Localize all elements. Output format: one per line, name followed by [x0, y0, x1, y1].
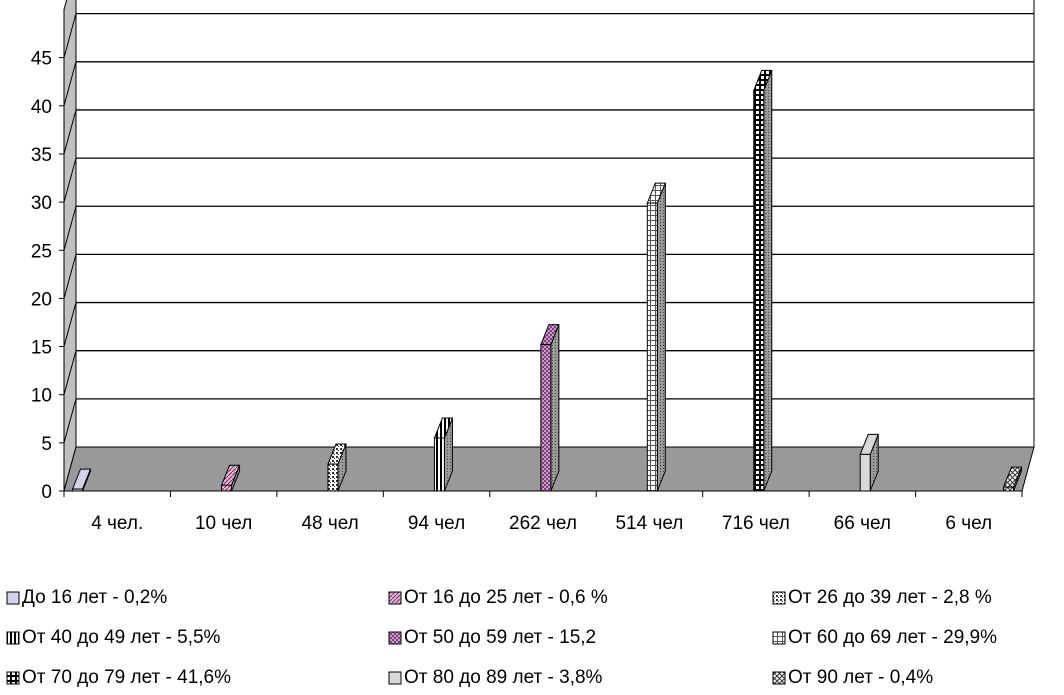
legend-item: От 90 лет - 0,4%	[772, 666, 933, 690]
legend-item: До 16 лет - 0,2%	[6, 586, 167, 610]
y-tick-label: 0	[41, 482, 52, 503]
y-tick-label: 10	[31, 386, 52, 407]
legend-label: От 50 до 59 лет - 15,2	[404, 627, 597, 648]
x-tick-label: 94 чел	[408, 513, 465, 534]
x-tick-label: 6 чел	[945, 513, 992, 534]
legend-swatch	[388, 671, 402, 685]
gridline-side	[63, 206, 77, 251]
legend-item: От 26 до 39 лет - 2,8 %	[772, 586, 992, 610]
legend-label: От 40 до 49 лет - 5,5%	[22, 627, 221, 648]
bar	[72, 488, 84, 492]
gridline-side	[63, 61, 77, 106]
legend-label: От 80 до 89 лет - 3,8%	[404, 667, 603, 688]
x-tick-label: 514 чел	[615, 513, 683, 534]
bar	[753, 89, 765, 492]
legend-item: От 80 до 89 лет - 3,8%	[388, 666, 602, 690]
legend-swatch	[772, 591, 786, 605]
legend-swatch	[772, 671, 786, 685]
x-tick-label: 66 чел	[834, 513, 891, 534]
legend-swatch	[772, 631, 786, 645]
legend-item: От 70 до 79 лет - 41,6%	[6, 666, 231, 690]
legend-swatch	[6, 591, 20, 605]
y-tick-label: 30	[31, 193, 52, 214]
legend-label: До 16 лет - 0,2%	[22, 587, 168, 608]
legend-item: От 50 до 59 лет - 15,2	[388, 626, 596, 650]
bar	[540, 344, 552, 492]
bar-side	[763, 70, 773, 492]
bar	[859, 453, 871, 492]
legend-label: От 70 до 79 лет - 41,6%	[22, 667, 231, 688]
legend-swatch	[388, 631, 402, 645]
gridline-side	[63, 302, 77, 347]
bar	[1002, 486, 1014, 492]
legend-label: От 16 до 25 лет - 0,6 %	[404, 587, 608, 608]
y-tick-label: 40	[31, 97, 52, 118]
legend-item: От 40 до 49 лет - 5,5%	[6, 626, 220, 650]
legend-label: От 90 лет - 0,4%	[788, 667, 934, 688]
y-tick-label: 25	[31, 241, 52, 262]
gridline-side	[63, 350, 77, 395]
bar	[646, 202, 658, 492]
bar	[327, 463, 339, 492]
gridline-side	[63, 398, 77, 443]
x-tick-label: 48 чел	[301, 513, 358, 534]
bar	[221, 484, 233, 492]
x-tick-label: 10 чел	[195, 513, 252, 534]
gridline-side	[63, 13, 77, 58]
gridline-side	[63, 254, 77, 299]
y-tick-label: 45	[31, 49, 52, 70]
legend-swatch	[388, 591, 402, 605]
bar-side	[656, 182, 666, 492]
y-tick-label: 20	[31, 289, 52, 310]
bar-side	[550, 324, 560, 492]
legend-item: От 16 до 25 лет - 0,6 %	[388, 586, 608, 610]
x-tick-label: 262 чел	[509, 513, 577, 534]
chart: 0 5 10 15 20 25 30 35 40 45 4 чел. 10 чел 48 чел 94 ч…	[31, 0, 1035, 534]
y-tick-label: 35	[31, 145, 52, 166]
x-tick-label: 716 чел	[722, 513, 790, 534]
legend-swatch	[6, 671, 20, 685]
legend-item: От 60 до 69 лет - 29,9%	[772, 626, 997, 650]
x-tick-label: 4 чел.	[91, 513, 143, 534]
legend-label: От 60 до 69 лет - 29,9%	[788, 627, 997, 648]
gridline-side	[63, 109, 77, 155]
legend-label: От 26 до 39 лет - 2,8 %	[788, 587, 992, 608]
gridline-side	[63, 157, 77, 203]
y-tick-label: 5	[41, 434, 52, 455]
bar	[433, 437, 445, 492]
y-tick-label: 15	[31, 338, 52, 359]
legend-swatch	[6, 631, 20, 645]
legend: До 16 лет - 0,2% От 16 до 25 лет - 0,6 % О…	[0, 574, 1064, 695]
